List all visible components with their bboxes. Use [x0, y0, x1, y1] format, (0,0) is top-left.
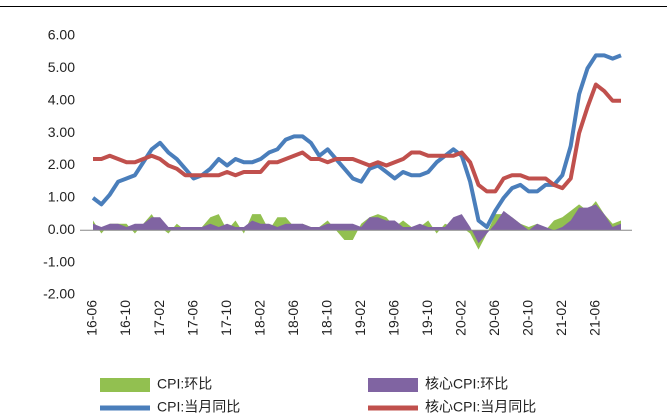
x-tick-label: 17-10 [218, 300, 234, 336]
x-tick-label: 21-06 [587, 300, 603, 336]
legend-label: CPI:当月同比 [157, 399, 240, 415]
x-tick-label: 19-10 [419, 300, 435, 336]
legend-label: 核心CPI:当月同比 [425, 399, 536, 415]
legend-label: CPI:环比 [157, 376, 212, 392]
y-tick-label: -1.00 [43, 253, 75, 269]
lines [91, 53, 622, 230]
labels: -2.00 -1.00 0.00 1.00 2.00 3.00 4.00 5.00 6.00 16… [43, 27, 602, 336]
x-tick-label: 16-10 [117, 300, 133, 336]
y-tick-label: -2.00 [43, 286, 75, 302]
legend: CPI:环比 核心CPI:环比 CPI:当月同比 核心CPI:当月同比 [100, 376, 536, 415]
x-tick-label: 19-02 [352, 300, 368, 336]
y-tick-label: 0.00 [48, 221, 75, 237]
line [91, 53, 622, 230]
y-tick-label: 6.00 [48, 27, 75, 43]
y-tick-label: 1.00 [48, 189, 75, 205]
y-tick-label: 3.00 [48, 124, 75, 140]
x-tick-label: 18-02 [251, 300, 267, 336]
y-tick-label: 2.00 [48, 156, 75, 172]
area [93, 204, 621, 244]
x-tick-label: 18-10 [318, 300, 334, 336]
x-tick-label: 16-06 [84, 300, 100, 336]
x-tick-label: 20-10 [520, 300, 536, 336]
x-tick-label: 21-02 [553, 300, 569, 336]
x-tick-label: 17-06 [184, 300, 200, 336]
x-tick-label: 17-02 [151, 300, 167, 336]
areas [93, 201, 621, 250]
y-tick-label: 5.00 [48, 59, 75, 75]
legend-swatch [100, 378, 150, 392]
x-tick-label: 20-06 [486, 300, 502, 336]
x-tick-label: 18-06 [285, 300, 301, 336]
x-tick-label: 20-02 [452, 300, 468, 336]
y-tick-label: 4.00 [48, 91, 75, 107]
legend-swatch [368, 378, 418, 392]
x-tick-label: 19-06 [385, 300, 401, 336]
legend-label: 核心CPI:环比 [425, 376, 508, 392]
line [93, 82, 621, 194]
